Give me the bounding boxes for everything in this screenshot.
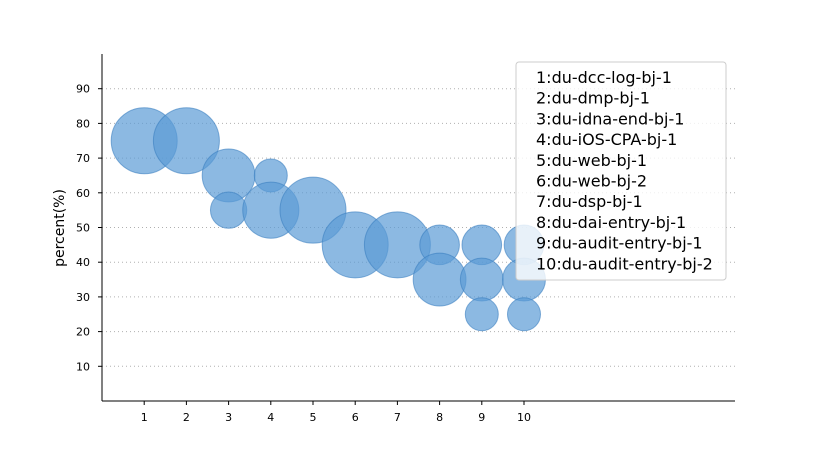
legend-entry: 2:du-dmp-bj-1: [536, 89, 650, 108]
y-tick-label: 40: [76, 256, 90, 269]
legend-entry: 9:du-audit-entry-bj-1: [536, 234, 703, 253]
y-axis-label: percent(%): [52, 189, 68, 267]
legend-entry: 1:du-dcc-log-bj-1: [536, 68, 672, 87]
y-tick-label: 20: [76, 326, 90, 339]
x-tick-label: 1: [141, 411, 148, 424]
legend-entry: 4:du-iOS-CPA-bj-1: [536, 130, 677, 149]
x-tick-label: 9: [478, 411, 485, 424]
legend-entry: 6:du-web-bj-2: [536, 172, 647, 191]
x-tick-label: 6: [352, 411, 359, 424]
bubble: [412, 252, 467, 307]
x-tick-label: 10: [517, 411, 531, 424]
y-tick-label: 70: [76, 152, 90, 165]
x-tick-label: 7: [394, 411, 401, 424]
y-tick-label: 90: [76, 83, 90, 96]
x-tick-label: 5: [310, 411, 317, 424]
y-tick-label: 80: [76, 117, 90, 130]
bubble: [152, 107, 220, 175]
legend: 1:du-dcc-log-bj-1 2:du-dmp-bj-13:du-idna-…: [515, 61, 727, 281]
bubble: [459, 257, 504, 302]
x-ticks: 1 2 3 4 5 6 7 8 9 10: [141, 401, 531, 424]
bubble: [209, 191, 248, 229]
legend-entry: 3:du-idna-end-bj-1: [536, 109, 684, 128]
y-tick-label: 10: [76, 360, 90, 373]
x-tick-label: 4: [267, 411, 274, 424]
bubble: [507, 297, 541, 332]
bubble: [464, 297, 499, 332]
legend-items: 1:du-dcc-log-bj-1 2:du-dmp-bj-13:du-idna-…: [536, 68, 713, 273]
x-tick-label: 8: [436, 411, 443, 424]
x-tick-label: 3: [225, 411, 232, 424]
legend-entry: 8:du-dai-entry-bj-1: [536, 213, 686, 232]
y-tick-label: 60: [76, 187, 90, 200]
y-ticks: 10 20 30 40 50 60 70 80 90: [76, 83, 102, 373]
x-tick-label: 2: [183, 411, 190, 424]
legend-box: [515, 61, 727, 281]
legend-entry: 10:du-audit-entry-bj-2: [536, 254, 713, 273]
legend-entry: 7:du-dsp-bj-1: [536, 192, 643, 211]
y-tick-label: 30: [76, 291, 90, 304]
legend-entry: 5:du-web-bj-1: [536, 151, 647, 170]
bubbles: [110, 107, 546, 332]
y-tick-label: 50: [76, 222, 90, 235]
